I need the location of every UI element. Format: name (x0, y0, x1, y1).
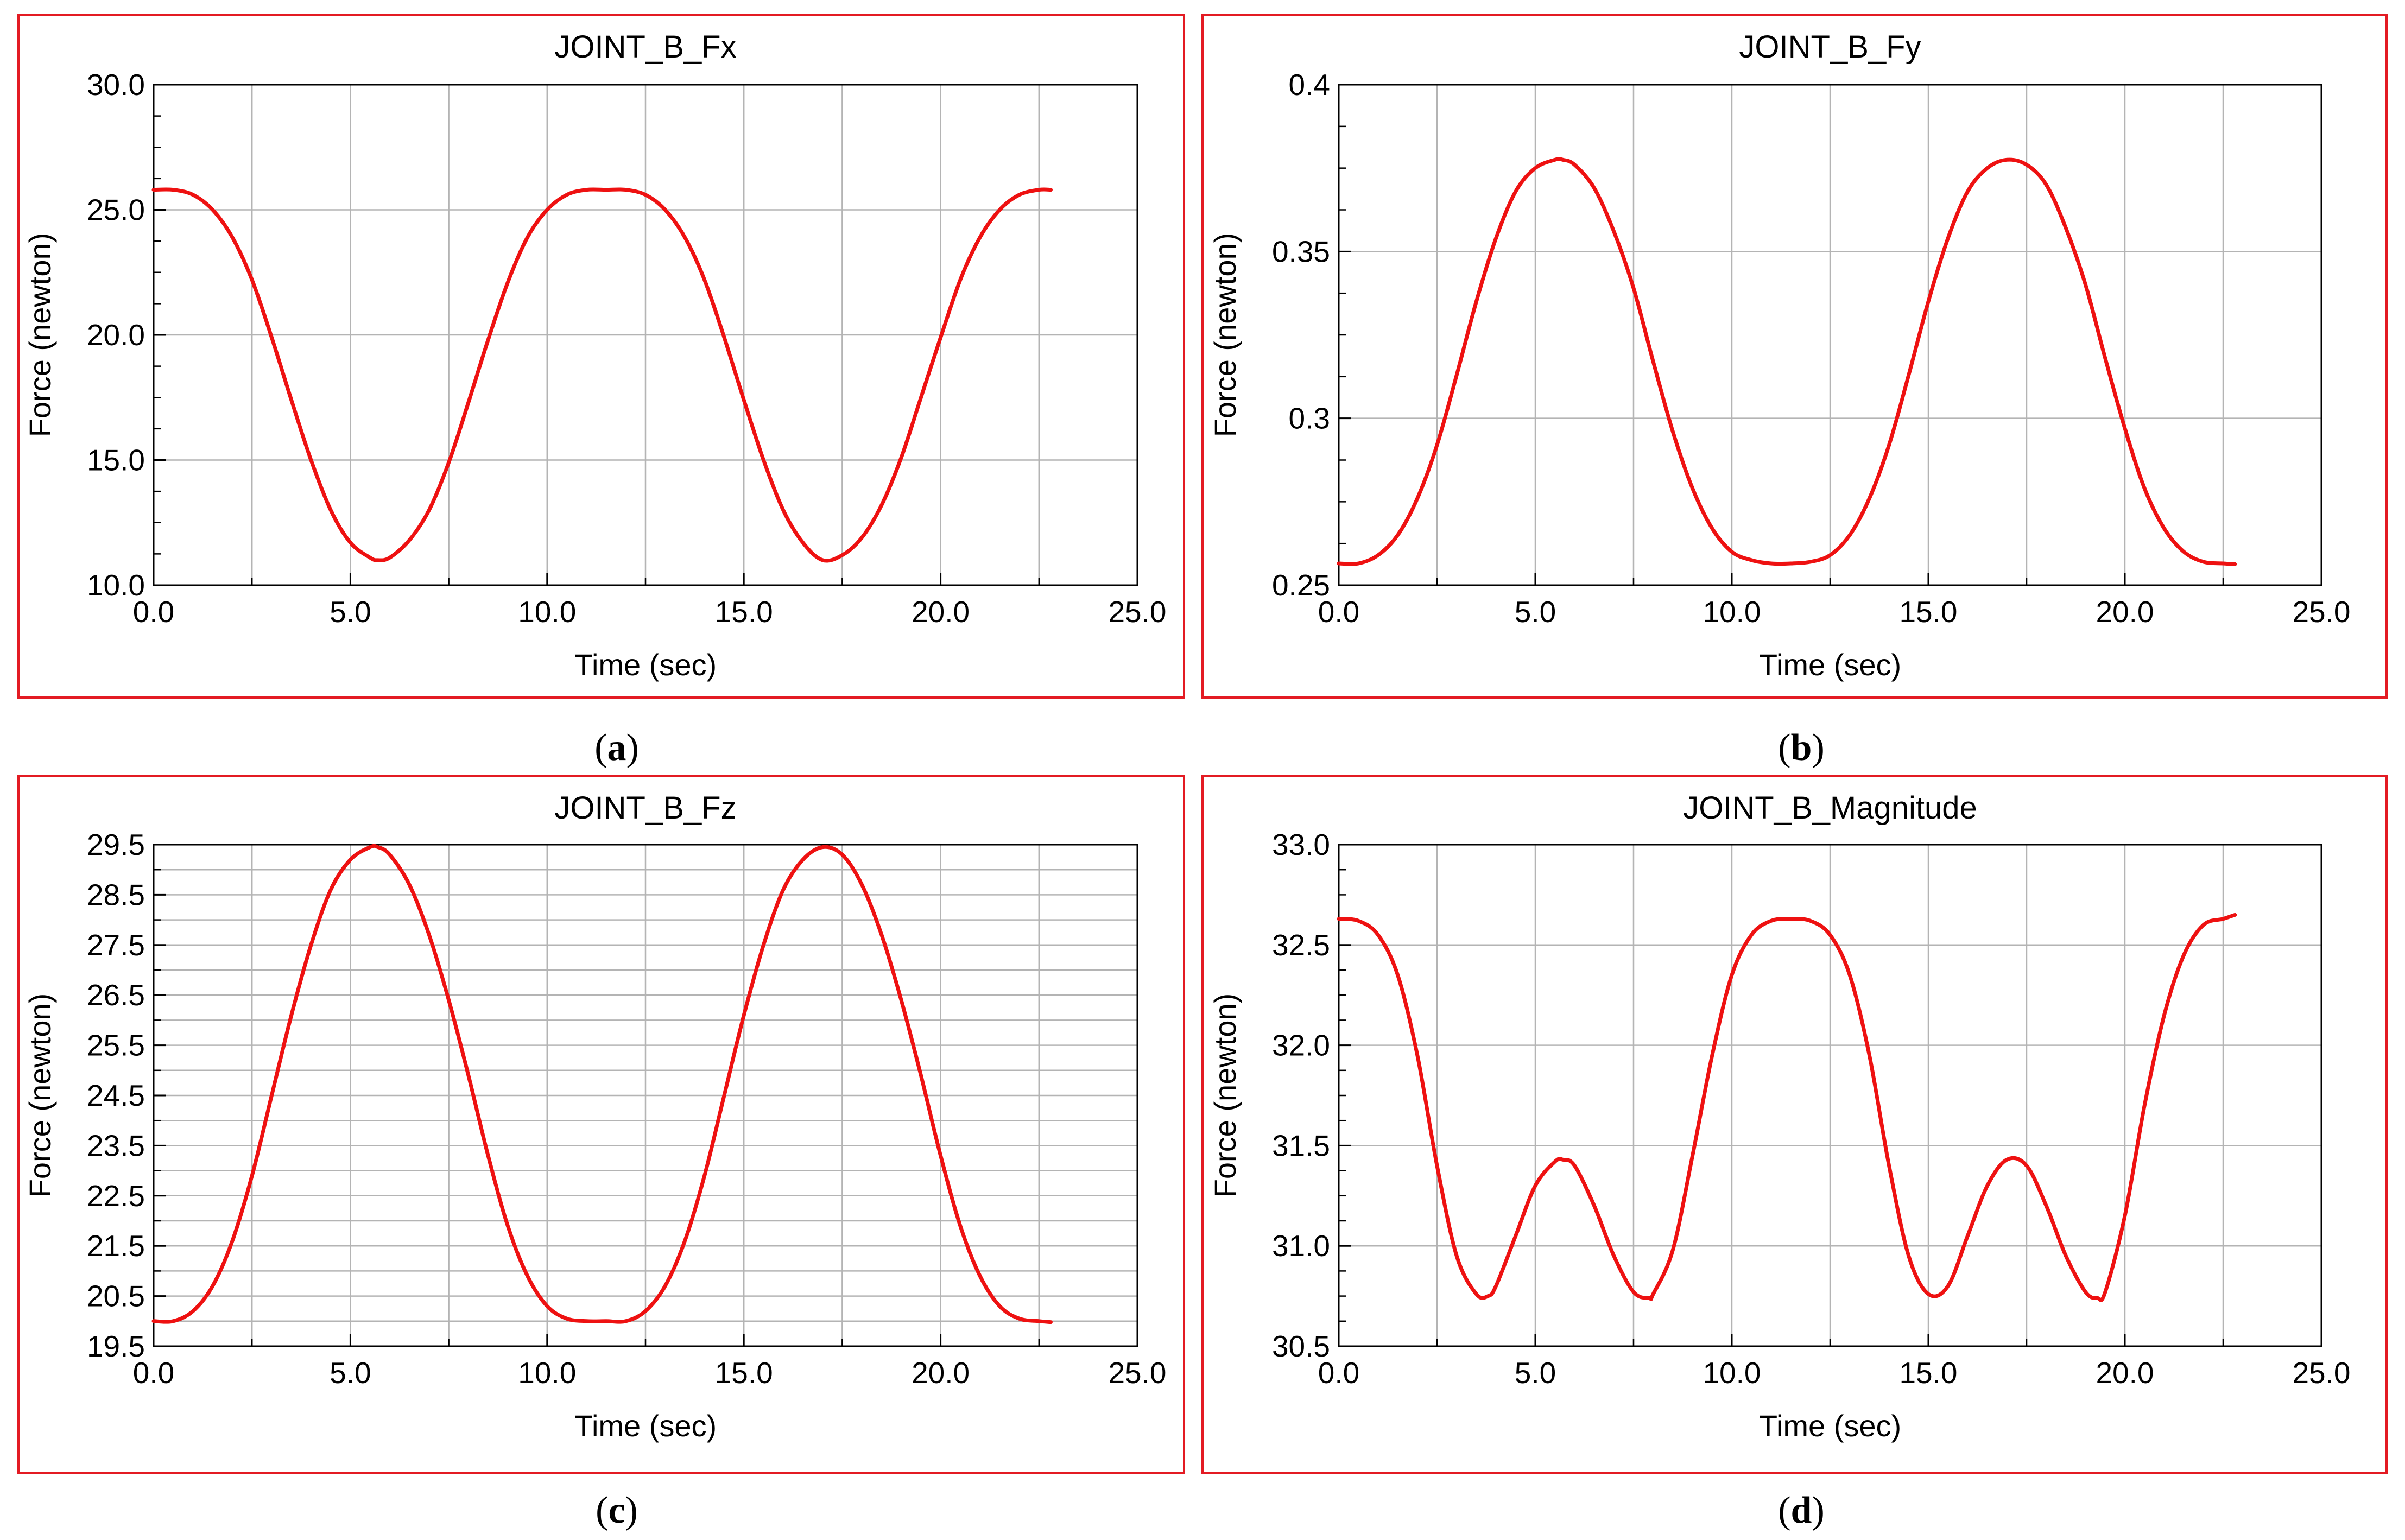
y-tick-label: 25.0 (87, 193, 145, 227)
x-axis-label: Time (sec) (1759, 1409, 1901, 1443)
y-tick-label: 23.5 (87, 1129, 145, 1162)
x-tick-label: 10.0 (1703, 1356, 1761, 1390)
panel-border (1201, 775, 2388, 1474)
x-tick-label: 10.0 (518, 1356, 576, 1390)
chart-title: JOINT_B_Fx (554, 29, 736, 65)
panel-border (1201, 14, 2388, 699)
y-tick-label: 21.5 (87, 1229, 145, 1263)
x-tick-label: 5.0 (330, 595, 371, 629)
x-tick-label: 15.0 (1899, 1356, 1957, 1390)
y-tick-label: 24.5 (87, 1079, 145, 1112)
panel-b: JOINT_B_Fy 0.0 5.0 10.0 15.0 20.0 25.0 0.25 0.3 0… (1201, 14, 2388, 699)
x-tick-label: 0.0 (133, 1356, 174, 1390)
x-tick-label: 20.0 (912, 1356, 970, 1390)
y-tick-label: 22.5 (87, 1179, 145, 1213)
y-tick-label: 30.0 (87, 68, 145, 102)
y-axis-label: Force (newton) (23, 233, 57, 438)
y-tick-label: 33.0 (1272, 828, 1330, 861)
x-tick-label: 15.0 (715, 595, 773, 629)
x-tick-label: 20.0 (2096, 595, 2154, 629)
caption-b: (b) (1778, 727, 1825, 769)
x-tick-label: 25.0 (1108, 595, 1166, 629)
caption-c: (c) (596, 1490, 638, 1531)
series-line (151, 844, 1053, 1324)
y-tick-label: 20.5 (87, 1279, 145, 1313)
x-tick-label: 25.0 (2292, 1356, 2350, 1390)
y-tick-label: 25.5 (87, 1029, 145, 1062)
panel-border (17, 775, 1185, 1474)
panel-d: JOINT_B_Magnitude 0.0 5.0 10.0 15.0 20.0 25.0 3… (1201, 775, 2388, 1474)
x-tick-label: 10.0 (518, 595, 576, 629)
y-tick-label: 20.0 (87, 318, 145, 352)
y-tick-label: 0.35 (1272, 235, 1330, 268)
x-axis-label: Time (sec) (574, 648, 717, 682)
x-axis-label: Time (sec) (1759, 648, 1901, 682)
plot-frame (1338, 84, 2322, 586)
x-tick-label: 0.0 (133, 595, 174, 629)
panel-a: JOINT_B_Fx 0.0 5.0 10.0 15.0 20.0 25.0 10.0 15.0… (17, 14, 1185, 699)
plot-frame (153, 844, 1138, 1347)
x-tick-label: 15.0 (1899, 595, 1957, 629)
y-axis-label: Force (newton) (1208, 233, 1242, 438)
y-tick-label: 32.5 (1272, 928, 1330, 962)
caption-d: (d) (1778, 1490, 1825, 1531)
series-line (1337, 912, 2237, 1302)
x-tick-label: 0.0 (1318, 1356, 1359, 1390)
x-axis-label: Time (sec) (574, 1409, 717, 1443)
y-tick-label: 31.5 (1272, 1129, 1330, 1162)
panel-c: JOINT_B_Fz 0.0 5.0 10.0 15.0 20.0 25.0 19.5 20.5… (17, 775, 1185, 1474)
chart-title: JOINT_B_Magnitude (1683, 790, 1977, 826)
y-tick-label: 26.5 (87, 978, 145, 1012)
chart-title: JOINT_B_Fy (1739, 29, 1921, 65)
x-tick-label: 5.0 (1515, 1356, 1556, 1390)
chart-title: JOINT_B_Fz (554, 790, 736, 826)
x-tick-label: 5.0 (1515, 595, 1556, 629)
y-tick-label: 29.5 (87, 828, 145, 861)
y-tick-label: 19.5 (87, 1329, 145, 1363)
y-tick-label: 28.5 (87, 878, 145, 911)
y-tick-label: 27.5 (87, 928, 145, 962)
panel-border (17, 14, 1185, 699)
x-tick-label: 25.0 (1108, 1356, 1166, 1390)
y-tick-label: 0.4 (1289, 68, 1330, 102)
series-line (151, 187, 1053, 563)
y-tick-label: 32.0 (1272, 1029, 1330, 1062)
y-axis-label: Force (newton) (23, 993, 57, 1198)
y-tick-label: 30.5 (1272, 1329, 1330, 1363)
y-axis-label: Force (newton) (1208, 993, 1242, 1198)
y-tick-label: 10.0 (87, 568, 145, 602)
x-tick-label: 0.0 (1318, 595, 1359, 629)
x-tick-label: 20.0 (2096, 1356, 2154, 1390)
caption-a: (a) (594, 727, 639, 769)
y-tick-label: 0.25 (1272, 568, 1330, 602)
y-tick-label: 15.0 (87, 443, 145, 477)
plot-frame (153, 84, 1138, 586)
x-tick-label: 20.0 (912, 595, 970, 629)
x-tick-label: 10.0 (1703, 595, 1761, 629)
y-tick-label: 31.0 (1272, 1229, 1330, 1263)
x-tick-label: 25.0 (2292, 595, 2350, 629)
plot-frame (1338, 844, 2322, 1347)
y-tick-label: 0.3 (1289, 402, 1330, 435)
x-tick-label: 15.0 (715, 1356, 773, 1390)
x-tick-label: 5.0 (330, 1356, 371, 1390)
series-line (1337, 157, 2237, 566)
